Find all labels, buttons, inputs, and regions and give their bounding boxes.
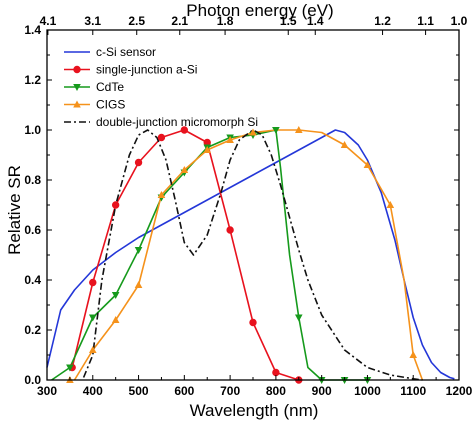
- marker-layer: [66, 126, 418, 384]
- top-tick-label-1: 3.1: [84, 14, 101, 28]
- y-tick-label-7: 1.4: [24, 23, 41, 37]
- series-3-marker-9: [294, 126, 303, 133]
- top-axis-title: Photon energy (eV): [186, 1, 333, 20]
- x-tick-label-5: 800: [266, 384, 286, 398]
- legend-label-0: c-Si sensor: [96, 45, 156, 59]
- top-tick-label-8: 1.1: [417, 14, 434, 28]
- series-2-marker-2: [111, 292, 120, 299]
- x-tick-label-1: 400: [83, 384, 103, 398]
- series-1-marker-3: [134, 158, 143, 167]
- series-layer: [46, 129, 455, 381]
- series-line-0: [46, 129, 455, 380]
- series-3-marker-5: [180, 166, 189, 173]
- legend-marker-3: [73, 100, 81, 108]
- y-tick-label-6: 1.2: [24, 73, 41, 87]
- legend: c-Si sensor single-junction a-Si CdTe CIGS d…: [64, 45, 258, 129]
- x-tick-label-6: 900: [312, 384, 332, 398]
- series-1-marker-7: [226, 226, 234, 234]
- series-1-marker-1: [89, 278, 97, 287]
- x-axis-title: Wavelength (nm): [190, 401, 319, 420]
- series-3-marker-13: [409, 351, 418, 358]
- series-2-marker-3: [134, 247, 143, 254]
- series-3-marker-10: [340, 141, 349, 148]
- x-tick-label-0: 300: [37, 384, 57, 398]
- top-tick-label-2: 2.5: [128, 14, 145, 28]
- series-2-marker-9: [272, 127, 280, 134]
- series-1-marker-8: [249, 318, 257, 327]
- legend-label-3: CIGS: [96, 98, 125, 112]
- series-3-marker-4: [157, 191, 166, 198]
- series-line-4: [82, 129, 423, 381]
- y-tick-label-1: 0.2: [24, 323, 41, 337]
- series-3-marker-1: [88, 346, 97, 353]
- series-2-marker-1: [88, 314, 97, 322]
- x-tick-label-9: 1200: [446, 384, 473, 398]
- y-tick-label-5: 1.0: [24, 123, 41, 137]
- series-1-marker-2: [111, 201, 120, 209]
- legend-label-4: double-junction micromorph Si: [96, 115, 258, 129]
- legend-marker-2: [73, 84, 81, 91]
- axes-layer: 300 400 500 600 700 800 900 1000 1100 1200 0.0 0.2 0…: [24, 14, 472, 398]
- series-3-marker-6: [203, 146, 212, 153]
- x-tick-label-4: 700: [220, 384, 240, 398]
- series-1-marker-5: [180, 126, 189, 134]
- legend-marker-1: [73, 65, 81, 74]
- top-tick-label-6: 1.4: [307, 14, 324, 28]
- series-3-marker-7: [226, 136, 234, 143]
- top-tick-label-4: 1.8: [217, 14, 234, 28]
- x-tick-label-3: 600: [174, 384, 194, 398]
- series-line-3: [73, 129, 424, 381]
- top-tick-label-0: 4.1: [40, 14, 57, 28]
- y-axis-title: Relative SR: [5, 165, 24, 255]
- series-1-marker-4: [157, 133, 166, 142]
- top-tick-label-9: 1.0: [451, 14, 468, 28]
- series-2-marker-10: [294, 314, 303, 322]
- top-tick-label-5: 1.5: [280, 14, 297, 28]
- series-3-marker-12: [386, 201, 395, 208]
- x-tick-label-7: 1000: [354, 384, 381, 398]
- series-2-marker-0: [66, 364, 74, 372]
- x-tick-label-8: 1100: [400, 384, 426, 398]
- series-3-marker-8: [249, 128, 257, 136]
- series-1-marker-9: [272, 368, 280, 377]
- y-tick-label-0: 0.0: [24, 373, 41, 387]
- top-tick-label-3: 2.1: [171, 14, 188, 28]
- series-3-marker-2: [111, 316, 120, 323]
- legend-label-1: single-junction a-Si: [96, 63, 197, 77]
- series-3-marker-3: [134, 281, 143, 288]
- top-tick-label-7: 1.2: [374, 14, 391, 28]
- series-3-marker-11: [363, 161, 372, 168]
- y-tick-label-4: 0.8: [24, 173, 41, 187]
- y-tick-label-3: 0.6: [24, 223, 41, 237]
- y-tick-label-2: 0.4: [24, 273, 41, 287]
- x-tick-label-2: 500: [129, 384, 149, 398]
- legend-label-2: CdTe: [96, 80, 124, 94]
